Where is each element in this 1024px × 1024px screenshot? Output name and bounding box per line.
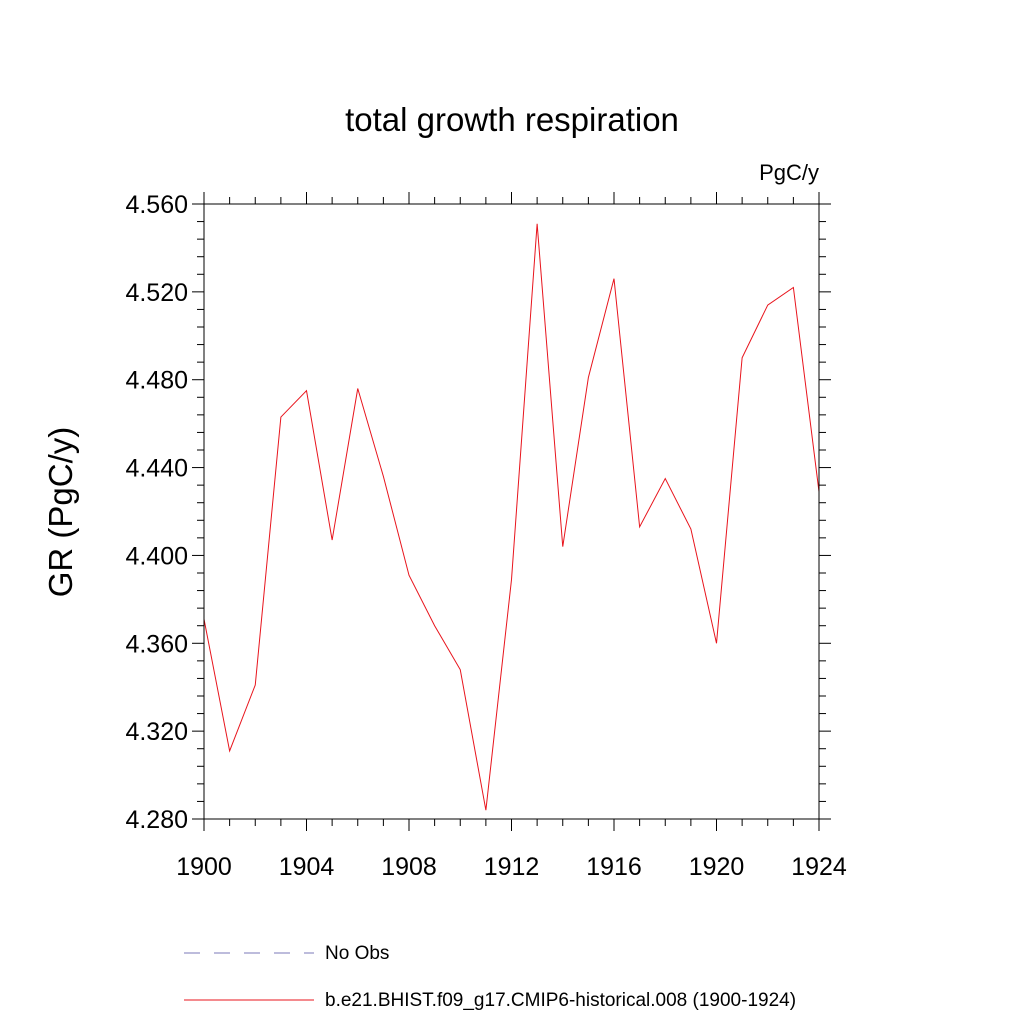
y-tick-label: 4.440 [125,455,188,483]
chart-title: total growth respiration [345,101,679,138]
y-tick-label: 4.360 [125,630,188,658]
plot-series-group [203,223,820,811]
y-tick-label: 4.560 [125,191,188,219]
x-tick-label: 1920 [689,853,745,881]
legend-label-no-obs: No Obs [325,943,389,964]
y-ticks-group: 4.280 4.320 4.360 4.400 4.440 4.480 4.520 4.560 [125,191,831,834]
y-axis-label: GR (PgC/y) [42,427,79,598]
y-tick-label: 4.320 [125,718,188,746]
x-tick-label: 1904 [279,853,335,881]
x-tick-label: 1916 [586,853,642,881]
y-tick-label: 4.400 [125,542,188,570]
units-label: PgC/y [759,160,819,185]
x-tick-label: 1924 [791,853,847,881]
x-tick-label: 1908 [381,853,437,881]
y-tick-label: 4.280 [125,806,188,834]
series-line-0 [203,223,820,811]
y-tick-label: 4.520 [125,279,188,307]
x-ticks-group: 1900 1904 1908 1912 1916 1920 1924 [176,192,847,881]
y-tick-label: 4.480 [125,367,188,395]
legend-label-historical: b.e21.BHIST.f09_g17.CMIP6-historical.008… [325,990,796,1011]
legend: No Obs b.e21.BHIST.f09_g17.CMIP6-histori… [184,943,796,1011]
x-tick-label: 1900 [176,853,232,881]
x-tick-label: 1912 [484,853,540,881]
plot-frame [203,203,820,820]
